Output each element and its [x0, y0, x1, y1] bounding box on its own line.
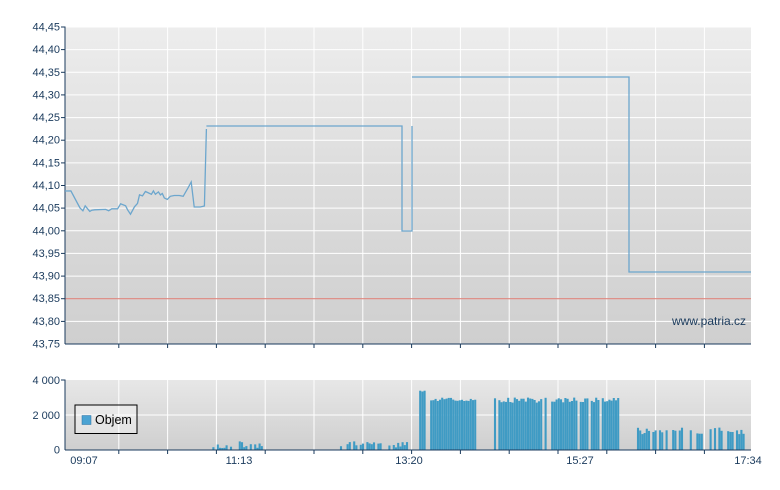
svg-text:43,75: 43,75	[32, 339, 60, 351]
svg-text:09:07: 09:07	[70, 455, 98, 467]
svg-text:2 000: 2 000	[32, 410, 60, 422]
svg-text:44,35: 44,35	[32, 67, 60, 79]
svg-text:17:34: 17:34	[734, 455, 762, 467]
svg-text:44,20: 44,20	[32, 135, 60, 147]
svg-text:44,05: 44,05	[32, 203, 60, 215]
svg-text:www.patria.cz: www.patria.cz	[671, 314, 746, 328]
svg-text:44,30: 44,30	[32, 89, 60, 101]
svg-text:44,10: 44,10	[32, 180, 60, 192]
svg-text:43,85: 43,85	[32, 293, 60, 305]
svg-text:13:20: 13:20	[395, 455, 423, 467]
svg-text:15:27: 15:27	[566, 455, 594, 467]
svg-text:4 000: 4 000	[32, 375, 60, 387]
svg-text:0: 0	[54, 445, 60, 457]
svg-text:Objem: Objem	[95, 413, 132, 427]
svg-text:43,95: 43,95	[32, 248, 60, 260]
svg-text:43,90: 43,90	[32, 271, 60, 283]
svg-text:44,25: 44,25	[32, 112, 60, 124]
svg-text:44,15: 44,15	[32, 157, 60, 169]
svg-text:11:13: 11:13	[226, 455, 253, 467]
svg-text:44,00: 44,00	[32, 225, 60, 237]
svg-text:44,40: 44,40	[32, 44, 60, 56]
svg-text:43,80: 43,80	[32, 316, 60, 328]
svg-text:44,45: 44,45	[32, 22, 60, 34]
